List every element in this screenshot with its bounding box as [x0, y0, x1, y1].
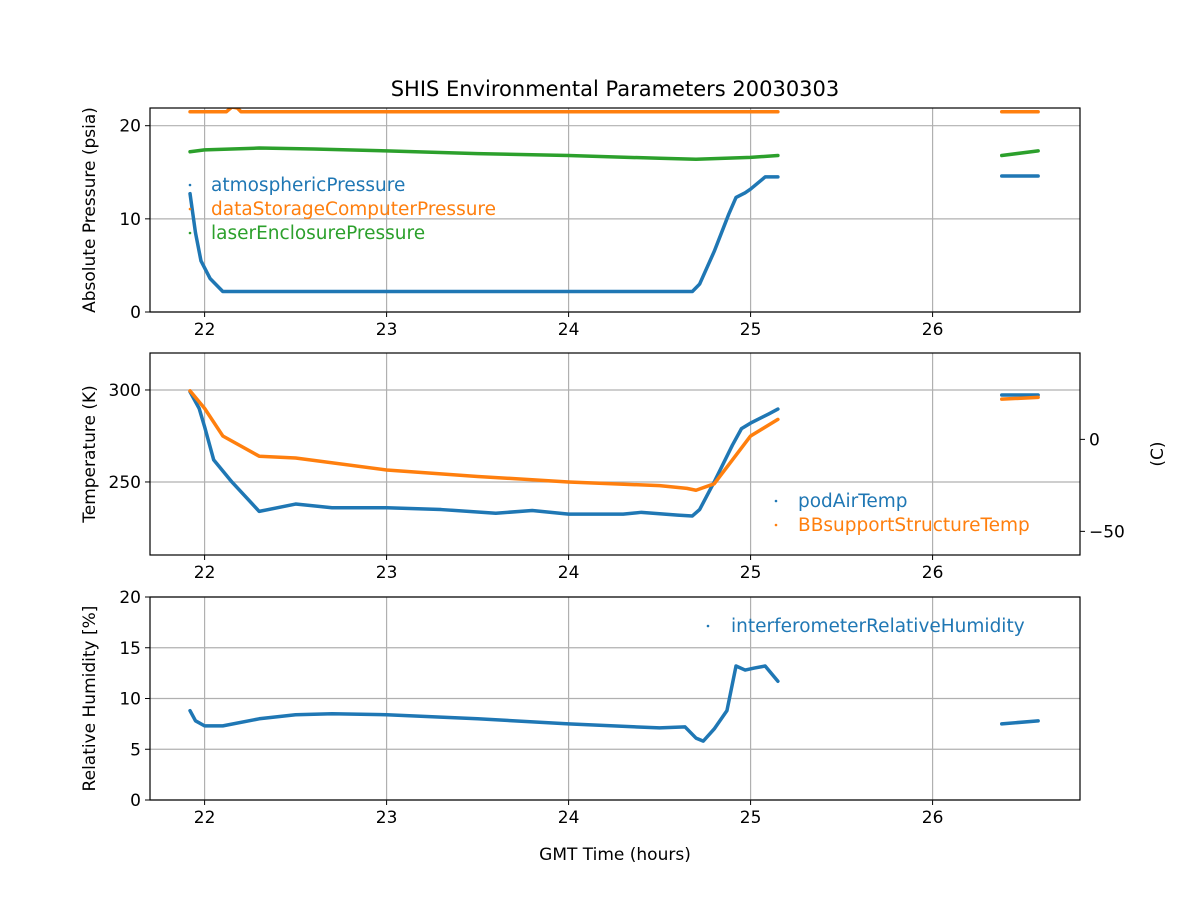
x-tick-label: 24	[558, 563, 580, 583]
x-tick-label: 23	[376, 563, 398, 583]
panel-3: 22 23 24 25 26 0 5 10 15 20 Relative Humidity [%] i…	[80, 588, 1081, 828]
y-axis-label: Absolute Pressure (psia)	[80, 107, 100, 313]
right-y-axis-label: (C)	[1148, 441, 1168, 466]
x-tick-label: 23	[376, 320, 398, 340]
legend-marker	[706, 624, 710, 628]
series-interferometerRelativeHumidity	[188, 664, 780, 743]
y-tick-label: 20	[119, 588, 141, 608]
series-BBsupportStructureTemp	[999, 395, 1040, 401]
axes-frame	[149, 107, 1081, 313]
series-laserEnclosurePressure	[999, 149, 1040, 158]
x-tick-label: 24	[558, 808, 580, 828]
y-tick-label: 5	[130, 740, 141, 760]
series-BBsupportStructureTemp	[188, 389, 780, 492]
axes-frame	[149, 352, 1081, 556]
x-tick-label: 25	[740, 808, 762, 828]
legend-label: podAirTemp	[798, 491, 908, 512]
legend-label: dataStorageComputerPressure	[211, 199, 496, 220]
y-tick-label: 10	[119, 690, 141, 710]
legend-marker	[188, 183, 192, 187]
legend-marker	[774, 523, 778, 527]
legend-marker	[774, 499, 778, 503]
y-tick-label: 15	[119, 639, 141, 659]
x-tick-label: 26	[922, 808, 944, 828]
series-podAirTemp	[188, 390, 780, 518]
axes-frame	[149, 596, 1081, 801]
right-y-tick-label: 0	[1089, 430, 1100, 450]
series-laserEnclosurePressure	[188, 146, 780, 161]
x-tick-label: 24	[558, 320, 580, 340]
legend-marker	[188, 231, 192, 235]
x-tick-label: 26	[922, 320, 944, 340]
y-tick-label: 250	[109, 473, 141, 493]
legend-label: BBsupportStructureTemp	[798, 515, 1030, 536]
y-axis-label: Temperature (K)	[80, 385, 100, 524]
panel-1: 22 23 24 25 26 0 10 20 Absolute Pressure (psia) a…	[80, 107, 1081, 340]
legend-label: laserEnclosurePressure	[211, 223, 425, 244]
y-tick-label: 10	[119, 210, 141, 230]
panel-2: 22 23 24 25 26 250 300 0 −50 (C) Temperature (K) po…	[80, 352, 1168, 583]
y-axis-label: Relative Humidity [%]	[80, 606, 100, 792]
x-tick-label: 22	[194, 320, 216, 340]
x-tick-label: 22	[194, 563, 216, 583]
x-tick-label: 25	[740, 320, 762, 340]
y-tick-label: 0	[130, 303, 141, 323]
y-tick-label: 0	[130, 791, 141, 811]
y-tick-label: 300	[109, 381, 141, 401]
y-tick-label: 20	[119, 117, 141, 137]
x-tick-label: 26	[922, 563, 944, 583]
x-tick-label: 25	[740, 563, 762, 583]
x-tick-label: 22	[194, 808, 216, 828]
x-tick-label: 23	[376, 808, 398, 828]
series-interferometerRelativeHumidity	[999, 719, 1040, 726]
legend-label: atmosphericPressure	[211, 175, 405, 196]
chart-title: SHIS Environmental Parameters 20030303	[391, 77, 840, 101]
legend-label: interferometerRelativeHumidity	[731, 616, 1025, 637]
right-y-tick-label: −50	[1089, 522, 1125, 542]
series-dataStorageComputerPressure	[188, 108, 780, 114]
legend-marker	[188, 207, 192, 211]
x-axis-label: GMT Time (hours)	[539, 845, 691, 865]
series-atmosphericPressure	[188, 175, 780, 294]
